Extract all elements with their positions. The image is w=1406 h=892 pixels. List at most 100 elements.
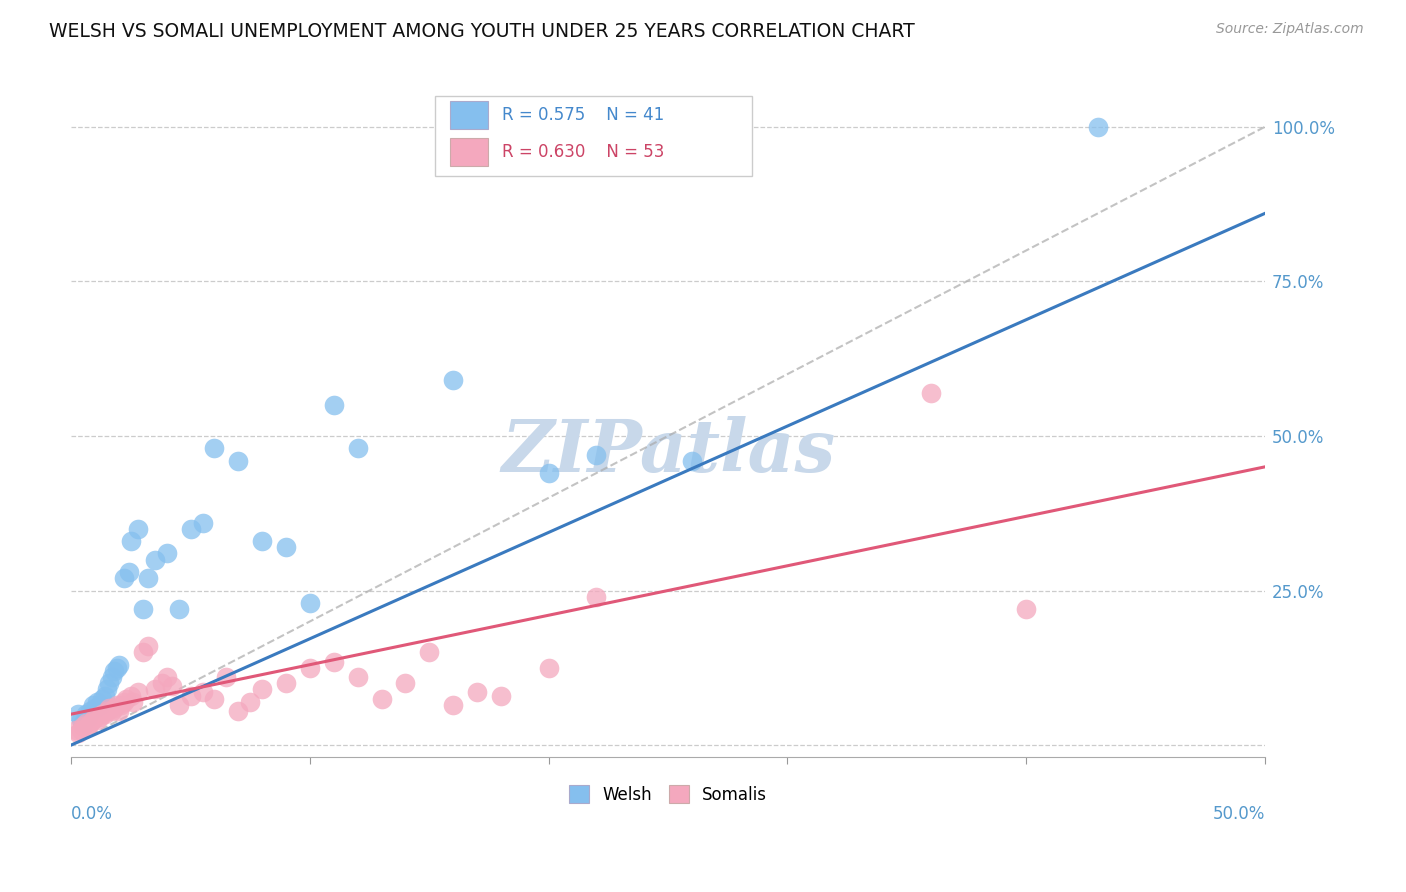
Point xyxy=(108,657,131,672)
Point xyxy=(112,571,135,585)
Point xyxy=(132,602,155,616)
Point xyxy=(370,691,392,706)
Point xyxy=(86,695,108,709)
Point xyxy=(122,695,145,709)
Point xyxy=(117,565,139,579)
Point xyxy=(239,695,262,709)
Point xyxy=(93,689,115,703)
Point xyxy=(489,689,512,703)
Point xyxy=(89,710,111,724)
Point xyxy=(77,710,100,724)
Point xyxy=(585,448,607,462)
Point xyxy=(96,682,118,697)
Point xyxy=(250,534,273,549)
Point xyxy=(143,552,166,566)
Point xyxy=(91,707,114,722)
Point xyxy=(160,679,183,693)
Point xyxy=(1015,602,1038,616)
Point xyxy=(298,596,321,610)
Point xyxy=(127,522,149,536)
Point xyxy=(98,676,121,690)
FancyBboxPatch shape xyxy=(450,101,488,129)
Point xyxy=(585,590,607,604)
Point xyxy=(228,704,250,718)
Point xyxy=(143,682,166,697)
Point xyxy=(132,645,155,659)
Point xyxy=(69,723,91,737)
Point xyxy=(120,534,142,549)
Point xyxy=(215,670,238,684)
Point xyxy=(136,639,159,653)
Text: Source: ZipAtlas.com: Source: ZipAtlas.com xyxy=(1216,22,1364,37)
Point xyxy=(537,466,560,480)
Point xyxy=(108,704,131,718)
Point xyxy=(82,714,104,728)
Point xyxy=(441,373,464,387)
Point xyxy=(191,516,214,530)
Point xyxy=(84,710,107,724)
Text: 50.0%: 50.0% xyxy=(1212,805,1265,823)
Point xyxy=(105,661,128,675)
Point xyxy=(465,685,488,699)
Point xyxy=(105,698,128,712)
Point xyxy=(180,689,202,703)
Point xyxy=(681,453,703,467)
Text: WELSH VS SOMALI UNEMPLOYMENT AMONG YOUTH UNDER 25 YEARS CORRELATION CHART: WELSH VS SOMALI UNEMPLOYMENT AMONG YOUTH… xyxy=(49,22,915,41)
Legend: Welsh, Somalis: Welsh, Somalis xyxy=(562,779,773,810)
Point xyxy=(101,670,124,684)
Point xyxy=(394,676,416,690)
Point xyxy=(84,701,107,715)
Point xyxy=(67,707,90,722)
Point xyxy=(418,645,440,659)
Point xyxy=(101,704,124,718)
Text: 0.0%: 0.0% xyxy=(72,805,112,823)
Point xyxy=(96,704,118,718)
Point xyxy=(250,682,273,697)
Point xyxy=(136,571,159,585)
Point xyxy=(115,691,138,706)
Text: R = 0.575    N = 41: R = 0.575 N = 41 xyxy=(502,106,665,124)
Point xyxy=(156,546,179,560)
Point xyxy=(150,676,173,690)
Point xyxy=(75,707,97,722)
Point xyxy=(82,698,104,712)
Point xyxy=(204,442,226,456)
Point xyxy=(77,719,100,733)
Point xyxy=(322,655,344,669)
Point xyxy=(920,385,942,400)
Point xyxy=(167,698,190,712)
Point xyxy=(228,453,250,467)
Point xyxy=(75,716,97,731)
Point xyxy=(156,670,179,684)
Point xyxy=(274,676,297,690)
Point xyxy=(67,725,90,739)
Point xyxy=(274,540,297,554)
Text: ZIPatlas: ZIPatlas xyxy=(501,416,835,487)
Point xyxy=(98,701,121,715)
Point xyxy=(110,698,132,712)
Point xyxy=(537,661,560,675)
Point xyxy=(204,691,226,706)
Point xyxy=(79,716,101,731)
Text: R = 0.630    N = 53: R = 0.630 N = 53 xyxy=(502,143,665,161)
Point xyxy=(65,723,87,737)
Point xyxy=(69,714,91,728)
Point xyxy=(298,661,321,675)
Point xyxy=(79,704,101,718)
Point xyxy=(72,716,94,731)
Point xyxy=(91,691,114,706)
Point xyxy=(112,695,135,709)
Point xyxy=(346,442,368,456)
Point xyxy=(167,602,190,616)
Point xyxy=(86,714,108,728)
Point xyxy=(127,685,149,699)
FancyBboxPatch shape xyxy=(450,138,488,167)
Point xyxy=(441,698,464,712)
Point xyxy=(103,664,125,678)
Point xyxy=(103,701,125,715)
Point xyxy=(1087,120,1109,134)
Point xyxy=(191,685,214,699)
Point xyxy=(322,398,344,412)
Point xyxy=(93,707,115,722)
Point xyxy=(346,670,368,684)
